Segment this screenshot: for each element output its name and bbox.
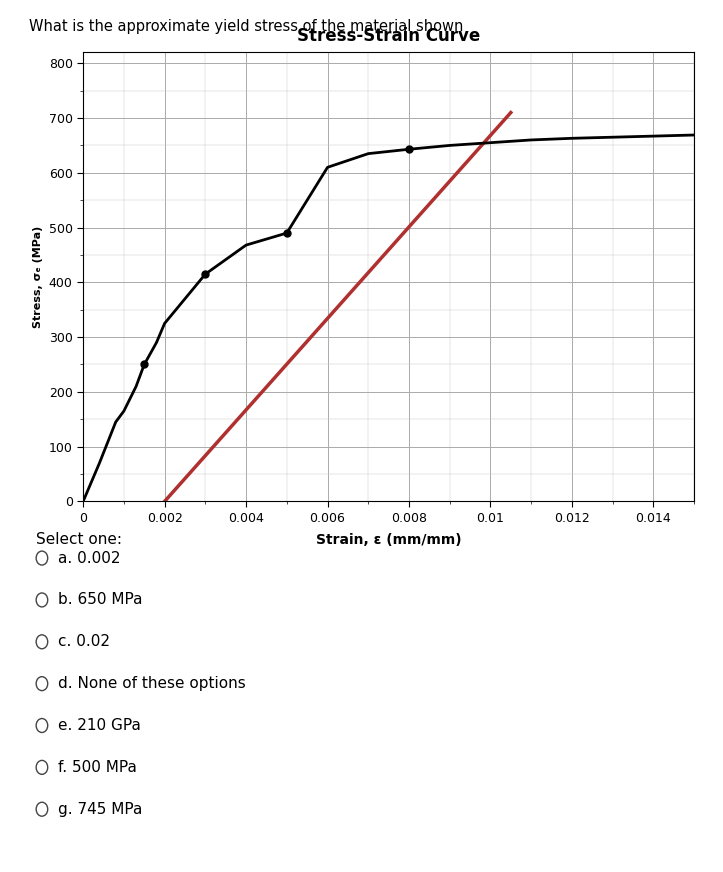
X-axis label: Strain, ε (mm/mm): Strain, ε (mm/mm) (316, 533, 461, 547)
Text: e. 210 GPa: e. 210 GPa (58, 718, 141, 733)
Text: c. 0.02: c. 0.02 (58, 634, 110, 650)
Text: b. 650 MPa: b. 650 MPa (58, 592, 142, 608)
Text: a. 0.002: a. 0.002 (58, 550, 120, 566)
Text: g. 745 MPa: g. 745 MPa (58, 801, 142, 817)
Text: Select one:: Select one: (36, 532, 122, 547)
Text: What is the approximate yield stress of the material shown: What is the approximate yield stress of … (29, 19, 463, 34)
Title: Stress-Strain Curve: Stress-Strain Curve (297, 27, 480, 45)
Text: f. 500 MPa: f. 500 MPa (58, 760, 137, 775)
Text: d. None of these options: d. None of these options (58, 676, 246, 691)
Y-axis label: Stress, σₑ (MPa): Stress, σₑ (MPa) (33, 226, 43, 328)
